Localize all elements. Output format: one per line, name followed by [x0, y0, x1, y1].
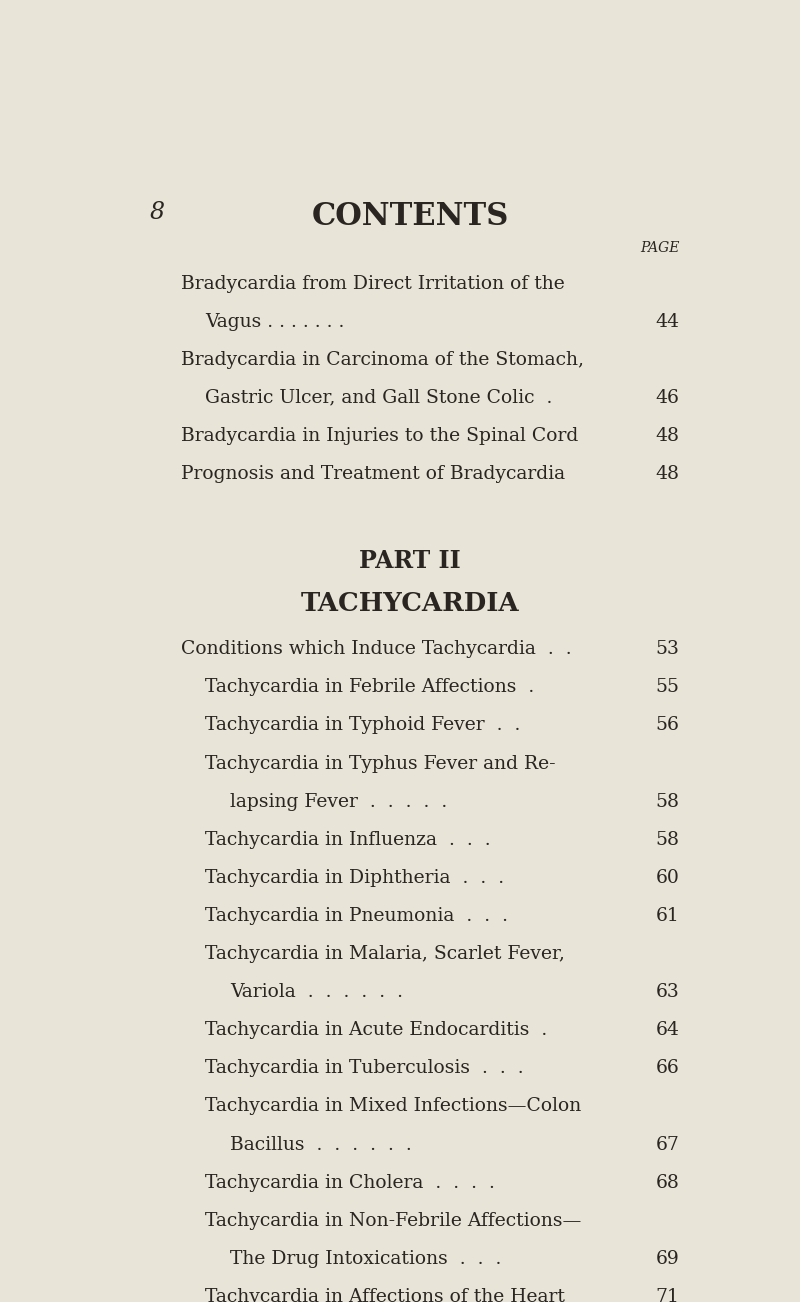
- Text: Variola  .  .  .  .  .  .: Variola . . . . . .: [230, 983, 403, 1001]
- Text: 56: 56: [656, 716, 680, 734]
- Text: Tachycardia in Pneumonia  .  .  .: Tachycardia in Pneumonia . . .: [206, 907, 509, 924]
- Text: 61: 61: [656, 907, 680, 924]
- Text: 48: 48: [656, 465, 680, 483]
- Text: 63: 63: [656, 983, 680, 1001]
- Text: TACHYCARDIA: TACHYCARDIA: [301, 591, 519, 616]
- Text: 71: 71: [656, 1288, 680, 1302]
- Text: 44: 44: [656, 312, 680, 331]
- Text: Tachycardia in Tuberculosis  .  .  .: Tachycardia in Tuberculosis . . .: [206, 1060, 524, 1077]
- Text: Tachycardia in Diphtheria  .  .  .: Tachycardia in Diphtheria . . .: [206, 868, 505, 887]
- Text: Tachycardia in Typhoid Fever  .  .: Tachycardia in Typhoid Fever . .: [206, 716, 521, 734]
- Text: Conditions which Induce Tachycardia  .  .: Conditions which Induce Tachycardia . .: [181, 641, 571, 659]
- Text: 48: 48: [656, 427, 680, 445]
- Text: Bacillus  .  .  .  .  .  .: Bacillus . . . . . .: [230, 1135, 412, 1154]
- Text: 64: 64: [656, 1021, 680, 1039]
- Text: Tachycardia in Affections of the Heart: Tachycardia in Affections of the Heart: [206, 1288, 566, 1302]
- Text: PART II: PART II: [359, 549, 461, 573]
- Text: PAGE: PAGE: [640, 241, 680, 255]
- Text: Tachycardia in Mixed Infections—Colon: Tachycardia in Mixed Infections—Colon: [206, 1098, 582, 1116]
- Text: 55: 55: [656, 678, 680, 697]
- Text: 53: 53: [656, 641, 680, 659]
- Text: Tachycardia in Malaria, Scarlet Fever,: Tachycardia in Malaria, Scarlet Fever,: [206, 945, 566, 963]
- Text: Tachycardia in Non-Febrile Affections—: Tachycardia in Non-Febrile Affections—: [206, 1212, 582, 1229]
- Text: Bradycardia from Direct Irritation of the: Bradycardia from Direct Irritation of th…: [181, 275, 564, 293]
- Text: The Drug Intoxications  .  .  .: The Drug Intoxications . . .: [230, 1250, 502, 1268]
- Text: Prognosis and Treatment of Bradycardia: Prognosis and Treatment of Bradycardia: [181, 465, 565, 483]
- Text: Vagus . . . . . . .: Vagus . . . . . . .: [206, 312, 345, 331]
- Text: Tachycardia in Acute Endocarditis  .: Tachycardia in Acute Endocarditis .: [206, 1021, 548, 1039]
- Text: Tachycardia in Influenza  .  .  .: Tachycardia in Influenza . . .: [206, 831, 491, 849]
- Text: 66: 66: [656, 1060, 680, 1077]
- Text: Bradycardia in Carcinoma of the Stomach,: Bradycardia in Carcinoma of the Stomach,: [181, 350, 584, 368]
- Text: 58: 58: [656, 793, 680, 811]
- Text: 60: 60: [656, 868, 680, 887]
- Text: Gastric Ulcer, and Gall Stone Colic  .: Gastric Ulcer, and Gall Stone Colic .: [206, 389, 553, 406]
- Text: 67: 67: [656, 1135, 680, 1154]
- Text: CONTENTS: CONTENTS: [311, 202, 509, 232]
- Text: lapsing Fever  .  .  .  .  .: lapsing Fever . . . . .: [230, 793, 447, 811]
- Text: 8: 8: [150, 202, 165, 224]
- Text: Tachycardia in Typhus Fever and Re-: Tachycardia in Typhus Fever and Re-: [206, 755, 556, 772]
- Text: 58: 58: [656, 831, 680, 849]
- Text: 69: 69: [656, 1250, 680, 1268]
- Text: 46: 46: [656, 389, 680, 406]
- Text: Tachycardia in Cholera  .  .  .  .: Tachycardia in Cholera . . . .: [206, 1173, 495, 1191]
- Text: 68: 68: [656, 1173, 680, 1191]
- Text: Bradycardia in Injuries to the Spinal Cord: Bradycardia in Injuries to the Spinal Co…: [181, 427, 578, 445]
- Text: Tachycardia in Febrile Affections  .: Tachycardia in Febrile Affections .: [206, 678, 534, 697]
